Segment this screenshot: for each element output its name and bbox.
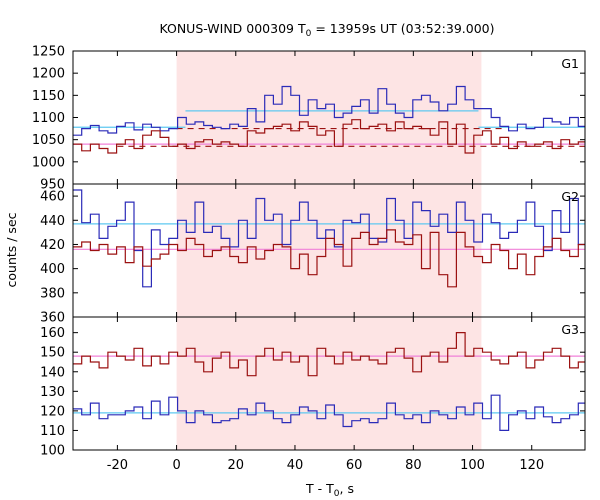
y-tick-label: 400 [40,262,65,277]
x-axis-label-suffix: , s [340,481,354,496]
panel-frame [72,316,586,451]
series-high-res-g1 [73,85,585,136]
series-low-res-g1 [73,119,585,154]
y-tick-label: 440 [40,214,65,229]
x-axis-label-subscript: 0 [334,489,340,499]
x-tick-label: 40 [287,458,304,473]
y-tick-label: 140 [40,365,65,380]
x-tick-label: 80 [405,458,422,473]
y-tick-label: 160 [40,326,65,341]
panel-label: G2 [561,189,579,204]
x-tick-label: 120 [519,458,544,473]
chart-title-prefix: KONUS-WIND 000309 T [159,21,305,36]
series-low-res-g2 [73,229,585,288]
y-tick-label: 130 [40,385,65,400]
y-tick-label: 950 [40,178,65,193]
y-tick-label: 1000 [32,155,65,170]
panel-g2: 360 380 400 420 440 460 G2 [40,183,586,326]
panel-g3: 100 110 120 130 140 150 160 G3 [40,316,586,459]
series-high-res-g3 [73,394,585,431]
y-tick-label: 100 [40,444,65,459]
panel-label: G3 [561,322,579,337]
series-low-res-g3 [73,332,585,377]
y-tick-label: 1150 [32,89,65,104]
y-tick-label: 460 [40,190,65,205]
x-axis-label: T - T0, s [305,481,354,499]
x-tick-label: 100 [460,458,485,473]
x-tick-label: -20 [107,458,128,473]
series-high-res-g2 [73,189,585,288]
chart-title: KONUS-WIND 000309 T0 = 13959s UT (03:52:… [159,21,494,39]
y-tick-label: 1050 [32,133,65,148]
y-tick-label: 1200 [32,67,65,82]
x-tick-label: 0 [172,458,180,473]
y-tick-label: 360 [40,311,65,326]
chart-title-suffix: = 13959s UT (03:52:39.000) [311,21,494,36]
y-tick-label: 1250 [32,45,65,60]
plot-layer: 950100010501100115012001250G136038040042… [32,45,586,473]
y-tick-label: 150 [40,346,65,361]
x-tick-label: 20 [228,458,245,473]
y-tick-label: 380 [40,286,65,301]
x-tick-label: 60 [346,458,363,473]
y-tick-label: 1100 [32,111,65,126]
panel-g1: 950 1000 1050 1100 1150 1200 1250 G1 [32,45,586,193]
y-tick-label: 120 [40,404,65,419]
y-tick-label: 110 [40,424,65,439]
x-axis-label-prefix: T - T [305,481,334,496]
panel-label: G1 [561,56,579,71]
chart-title-subscript: 0 [306,29,312,39]
y-tick-label: 420 [40,238,65,253]
y-axis-label: counts / sec [4,212,19,287]
